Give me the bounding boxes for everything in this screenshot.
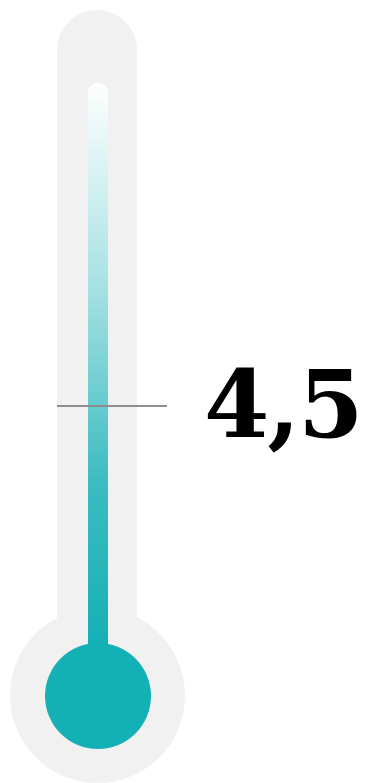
value-marker-line: [57, 405, 167, 407]
value-label: 4,5: [204, 350, 364, 460]
thermometer-fill: [88, 83, 108, 653]
thermometer-bulb: [45, 643, 151, 749]
